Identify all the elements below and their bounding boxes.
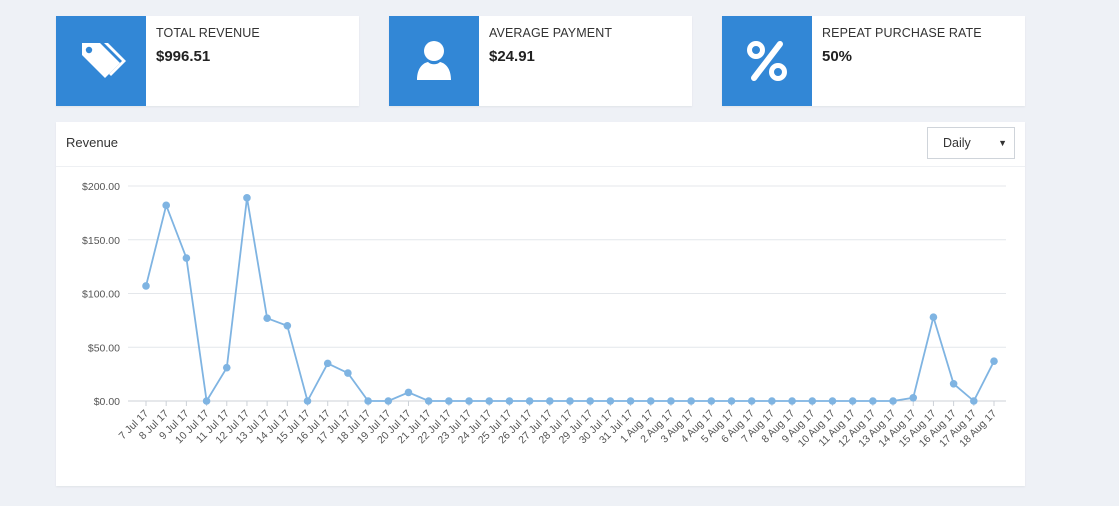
data-point[interactable] xyxy=(323,359,332,368)
data-point[interactable] xyxy=(445,397,453,405)
data-point[interactable] xyxy=(485,397,494,405)
stat-value: $996.51 xyxy=(156,48,211,65)
stat-card-total-revenue: TOTAL REVENUE $996.51 xyxy=(56,16,359,106)
percent-icon xyxy=(747,41,787,81)
revenue-chart-panel: Revenue Daily ▼ $0.00 $50.00 $100.00 $150.0… xyxy=(56,122,1025,486)
data-point[interactable] xyxy=(889,397,897,405)
y-tick-label: $150.00 xyxy=(82,235,120,247)
stat-label: TOTAL REVENUE xyxy=(156,26,260,40)
data-point[interactable] xyxy=(727,397,736,405)
y-tick-label: $50.00 xyxy=(88,342,120,354)
data-point[interactable] xyxy=(808,397,817,405)
data-point[interactable] xyxy=(788,397,796,405)
data-point[interactable] xyxy=(465,397,473,405)
data-point[interactable] xyxy=(303,397,312,405)
data-point[interactable] xyxy=(384,397,393,405)
data-point[interactable] xyxy=(142,282,150,290)
data-point[interactable] xyxy=(606,397,615,405)
data-point[interactable] xyxy=(949,380,958,388)
stat-card-average-payment: AVERAGE PAYMENT $24.91 xyxy=(389,16,692,106)
revenue-line-chart: $0.00$50.00$100.00$150.00$200.007 Jul 17… xyxy=(82,181,1006,450)
data-point[interactable] xyxy=(546,397,554,405)
stat-icon-box xyxy=(56,16,146,106)
data-point[interactable] xyxy=(626,397,635,405)
data-point[interactable] xyxy=(344,369,352,377)
chevron-down-icon: ▼ xyxy=(998,138,1007,148)
user-icon xyxy=(417,41,451,80)
data-point[interactable] xyxy=(404,388,413,397)
data-point[interactable] xyxy=(364,397,372,405)
data-point[interactable] xyxy=(263,314,271,323)
y-tick-label: $100.00 xyxy=(82,289,120,301)
data-point[interactable] xyxy=(667,397,675,405)
data-point[interactable] xyxy=(424,397,433,405)
data-point[interactable] xyxy=(828,397,837,405)
data-point[interactable] xyxy=(646,397,655,405)
y-tick-label: $0.00 xyxy=(94,396,120,408)
data-point[interactable] xyxy=(687,397,695,405)
data-point[interactable] xyxy=(586,397,594,405)
data-point[interactable] xyxy=(162,201,170,210)
stat-icon-box xyxy=(722,16,812,106)
data-point[interactable] xyxy=(243,194,251,202)
data-point[interactable] xyxy=(283,321,292,330)
stat-label: REPEAT PURCHASE RATE xyxy=(822,26,982,40)
data-point[interactable] xyxy=(869,397,877,405)
chart-title: Revenue xyxy=(66,135,119,150)
data-point[interactable] xyxy=(505,397,514,405)
data-point[interactable] xyxy=(768,397,776,405)
data-point[interactable] xyxy=(202,397,211,405)
stat-icon-box xyxy=(389,16,479,106)
stat-label: AVERAGE PAYMENT xyxy=(489,26,613,40)
data-point[interactable] xyxy=(747,397,756,405)
data-point[interactable] xyxy=(990,357,998,366)
data-point[interactable] xyxy=(182,254,191,262)
data-point[interactable] xyxy=(525,397,534,405)
period-select[interactable]: Daily ▼ xyxy=(927,127,1015,159)
y-tick-label: $200.00 xyxy=(82,181,120,193)
data-point[interactable] xyxy=(707,397,716,405)
revenue-series-line xyxy=(145,197,995,404)
data-point[interactable] xyxy=(909,393,918,402)
data-point[interactable] xyxy=(848,397,857,405)
price-tags-icon xyxy=(82,43,126,78)
period-select-value: Daily xyxy=(943,136,971,150)
data-point[interactable] xyxy=(566,397,574,405)
stat-value: $24.91 xyxy=(489,48,535,65)
data-point[interactable] xyxy=(222,363,231,372)
data-point[interactable] xyxy=(929,313,938,321)
stat-card-repeat-purchase-rate: REPEAT PURCHASE RATE 50% xyxy=(722,16,1025,106)
stat-value: 50% xyxy=(822,48,853,65)
data-point[interactable] xyxy=(970,397,978,405)
chart-header: Revenue Daily ▼ xyxy=(56,122,1025,167)
